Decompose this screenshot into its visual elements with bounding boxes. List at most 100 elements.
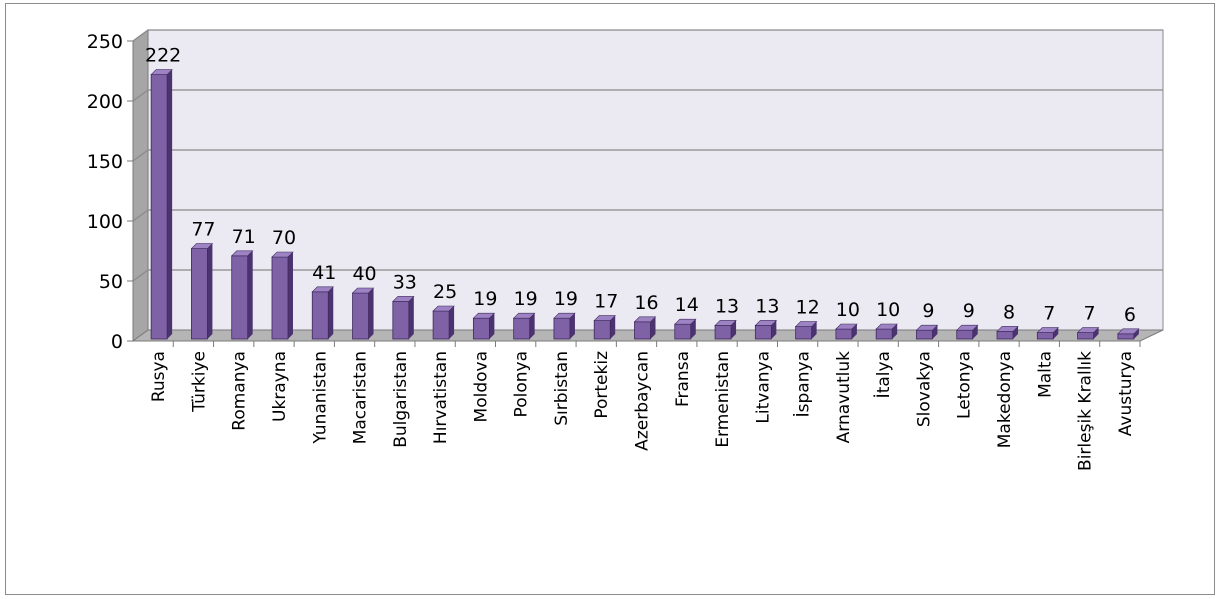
bar-side — [972, 325, 978, 339]
bar-side — [287, 252, 293, 339]
bar-front — [191, 248, 208, 340]
bar-top — [230, 250, 254, 257]
bar-top — [633, 316, 657, 323]
bar — [1117, 328, 1140, 340]
x-tick-label: Bulgaristan — [391, 351, 411, 448]
x-tick-label: Portekiz — [592, 351, 612, 419]
bar-side — [207, 243, 213, 339]
bar-top — [915, 324, 939, 331]
data-label: 77 — [191, 219, 215, 241]
bar — [674, 318, 697, 340]
bar-top — [553, 312, 576, 319]
x-tick-label: Macaristan — [351, 351, 371, 444]
bar-front — [835, 328, 853, 340]
bar-front — [553, 317, 571, 340]
data-label: 19 — [514, 288, 538, 310]
bar-top — [1076, 327, 1100, 333]
y-tick-label: 200 — [87, 91, 123, 113]
data-label: 222 — [145, 45, 181, 67]
bar — [190, 243, 214, 340]
axes — [127, 40, 1141, 347]
data-label: 40 — [352, 263, 376, 285]
bar-top — [311, 286, 334, 293]
x-tick-label: Rusya — [149, 351, 169, 402]
x-tick-label: Malta — [1035, 351, 1055, 398]
bar-front — [956, 329, 974, 340]
y-tick-label: 50 — [99, 271, 123, 293]
x-tick-label: Türkiye — [189, 351, 209, 413]
x-tick-label: Romanya — [230, 351, 250, 431]
data-label: 41 — [312, 262, 336, 284]
bar-front — [875, 328, 893, 340]
back-wall — [147, 29, 1164, 331]
bar-side — [408, 296, 414, 339]
bar-side — [449, 306, 455, 339]
gridline — [132, 149, 1163, 162]
data-label: 6 — [1124, 304, 1136, 326]
bar-front — [916, 329, 933, 340]
data-label: 7 — [1043, 303, 1055, 325]
x-tick-label: Slovakya — [914, 351, 934, 427]
bar-side — [932, 325, 938, 339]
bar-side — [247, 250, 253, 339]
x-tick-label: Ukrayna — [270, 351, 290, 422]
bar-top — [512, 312, 536, 319]
data-label: 10 — [876, 299, 900, 321]
bar-side — [610, 315, 616, 339]
bar-side — [650, 316, 656, 339]
bar — [915, 324, 939, 340]
bar — [1036, 327, 1060, 340]
bar-side — [167, 69, 173, 339]
y-tick-labels: 0 50 100 150 200 250 — [87, 31, 123, 353]
bar-side — [690, 319, 696, 339]
bar-front — [795, 326, 813, 340]
x-tick-label: İspanya — [793, 351, 814, 417]
side-wall — [132, 29, 149, 342]
bar-front — [432, 310, 450, 340]
bar-side — [569, 313, 575, 339]
data-label: 17 — [594, 291, 618, 313]
x-tick-label: Ermenistan — [713, 351, 733, 448]
bar — [1076, 327, 1100, 340]
bar-front — [1077, 332, 1094, 340]
bar-top — [956, 324, 979, 331]
data-label: 19 — [473, 288, 497, 310]
data-label: 14 — [675, 294, 699, 316]
bars — [150, 69, 1140, 340]
bar — [230, 250, 254, 340]
bar-top — [714, 320, 737, 326]
bar-side — [1053, 327, 1059, 339]
bar — [835, 323, 858, 340]
bar — [633, 316, 657, 340]
x-tick-label: Yunanistan — [310, 351, 330, 445]
bar-top — [674, 318, 697, 325]
x-tick-label: Litvanya — [753, 351, 773, 424]
bar-top — [1117, 328, 1140, 335]
data-label: 33 — [393, 271, 417, 293]
bar — [996, 326, 1019, 340]
data-label: 10 — [836, 299, 860, 321]
bar-front — [1036, 332, 1054, 340]
gridline — [132, 29, 1163, 42]
gridlines — [132, 29, 1163, 282]
bar-side — [529, 313, 535, 339]
bar-side — [1093, 327, 1099, 339]
bar — [875, 323, 898, 340]
bar-front — [1117, 333, 1135, 340]
bar-top — [794, 321, 818, 327]
x-tick-label: Polonya — [512, 351, 532, 417]
x-tick-label: Avusturya — [1116, 351, 1136, 436]
x-tick-label: Moldova — [471, 351, 491, 422]
data-label: 9 — [963, 300, 975, 322]
bar-top — [472, 312, 496, 319]
bar-front — [352, 292, 369, 340]
x-tick-label: Azerbaycan — [633, 351, 653, 451]
bar-side — [328, 286, 334, 339]
x-tick-label: Sırbistan — [552, 351, 572, 426]
gridline — [132, 209, 1163, 222]
data-label: 19 — [554, 288, 578, 310]
bar — [794, 321, 818, 340]
bar-front — [150, 74, 168, 340]
